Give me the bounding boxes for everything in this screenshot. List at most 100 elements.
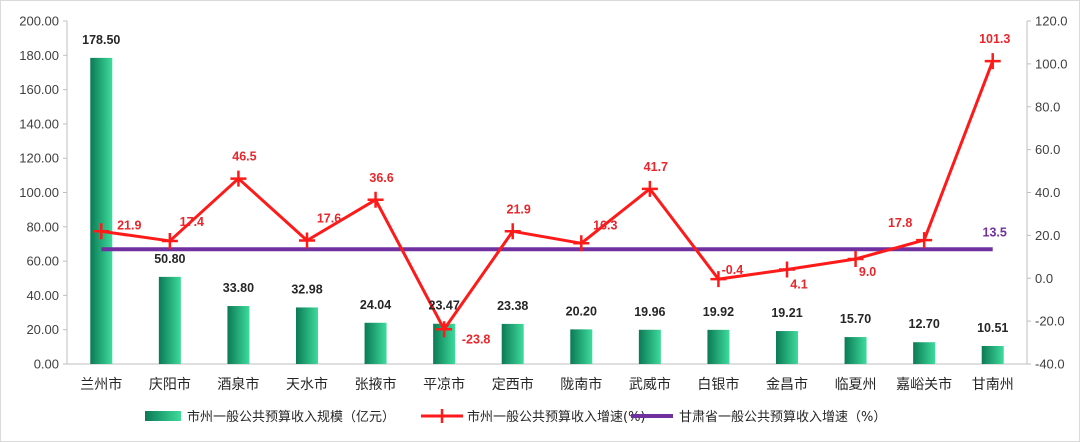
bar [227, 306, 250, 364]
growth-point [504, 223, 521, 240]
growth-point [916, 232, 933, 249]
y-right-tick-label: 100.0 [1035, 56, 1068, 71]
growth-value-label: 21.9 [117, 218, 141, 232]
bar [433, 323, 456, 364]
growth-point [710, 271, 727, 288]
legend-label-province: 甘肃省一般公共预算收入增速（%） [679, 409, 886, 425]
y-right-tick-label: 120.0 [1035, 14, 1068, 29]
growth-point [984, 53, 1001, 70]
bar-value-label: 19.92 [703, 305, 734, 319]
growth-value-label: 4.1 [790, 277, 807, 291]
growth-value-label: 17.4 [180, 215, 204, 229]
bar [570, 329, 593, 364]
growth-value-label: 36.6 [369, 171, 393, 185]
x-category-label: 兰州市 [80, 376, 122, 393]
bar [90, 57, 113, 365]
y-right-tick-label: 40.0 [1035, 185, 1060, 200]
y-left-tick-label: 20.00 [26, 322, 59, 337]
x-category-label: 白银市 [697, 376, 739, 393]
y-left-tick-label: 160.00 [19, 82, 59, 97]
province-growth-label: 13.5 [983, 225, 1007, 239]
growth-value-label: 17.6 [317, 212, 341, 226]
growth-point [436, 321, 453, 338]
legend: 市州一般公共预算收入规模（亿元） 市州一般公共预算收入增速(%) 甘肃省一般公共… [145, 409, 886, 425]
x-category-label: 张掖市 [355, 376, 397, 393]
bar [158, 276, 181, 364]
x-category-label: 天水市 [286, 376, 328, 393]
growth-value-label: 41.7 [644, 160, 668, 174]
bar-value-label: 19.96 [634, 305, 665, 319]
bar-value-label: 15.70 [840, 312, 871, 326]
growth-value-label: 17.8 [888, 216, 912, 230]
growth-value-label: -0.4 [722, 263, 744, 277]
bar-value-label: 24.04 [360, 298, 391, 312]
growth-point [573, 235, 590, 252]
bar [364, 322, 387, 364]
bar [776, 331, 798, 364]
growth-point [779, 261, 795, 278]
y-left-tick-label: 140.00 [19, 116, 59, 131]
y-right-tick-label: 20.0 [1035, 228, 1060, 243]
legend-swatch-bar [145, 411, 181, 421]
growth-value-label: 101.3 [979, 32, 1010, 46]
bar-value-label: 33.80 [223, 281, 254, 295]
bar-value-label: 20.20 [566, 304, 597, 318]
x-category-label: 平凉市 [423, 376, 465, 393]
y-left-tick-label: 40.00 [26, 288, 59, 303]
bar-value-label: 32.98 [291, 282, 322, 296]
y-right-tick-label: -40.0 [1035, 357, 1065, 372]
growth-point [847, 250, 864, 267]
growth-value-label: 9.0 [859, 265, 876, 279]
bar [913, 342, 936, 364]
y-left-tick-label: 100.00 [19, 185, 59, 200]
bar-value-label: 178.50 [82, 33, 120, 47]
y-left-tick-label: 80.00 [26, 219, 59, 234]
x-category-label: 定西市 [492, 376, 534, 393]
x-category-label: 临夏州 [835, 377, 877, 393]
bar-value-label: 10.51 [977, 321, 1008, 335]
growth-line [101, 60, 995, 331]
legend-label-bar: 市州一般公共预算收入规模（亿元） [187, 409, 395, 425]
growth-point [641, 180, 658, 197]
x-category-label: 庆阳市 [149, 376, 191, 393]
y-left-tick-label: 120.00 [19, 151, 59, 166]
bar [296, 307, 318, 364]
y-right-tick-label: 60.0 [1035, 142, 1060, 157]
bar [501, 323, 524, 364]
x-category-label: 酒泉市 [217, 376, 259, 393]
y-right-tick-label: -20.0 [1035, 314, 1065, 329]
x-category-label: 嘉峪关市 [896, 376, 952, 393]
bar [844, 337, 867, 364]
growth-point [93, 223, 110, 240]
bar [981, 345, 1004, 364]
y-left-tick-label: 0.00 [34, 357, 59, 372]
bar-value-label: 50.80 [154, 252, 185, 266]
y-right-tick-label: 80.0 [1035, 99, 1060, 114]
growth-value-label: 21.9 [507, 202, 531, 216]
x-category-label: 武威市 [629, 376, 671, 393]
x-category-label: 陇南市 [560, 376, 602, 393]
x-category-label: 甘南州 [972, 377, 1014, 393]
y-left-tick-label: 60.00 [26, 254, 59, 269]
growth-value-label: 46.5 [232, 150, 256, 164]
y-right-tick-label: 0.0 [1035, 271, 1053, 286]
growth-value-label: 16.3 [593, 218, 617, 232]
growth-point [367, 191, 384, 208]
growth-value-label: -23.8 [462, 332, 491, 346]
bar-value-label: 23.47 [429, 299, 460, 313]
legend-label-growth: 市州一般公共预算收入增速(%) [467, 409, 646, 425]
growth-point [230, 170, 247, 187]
growth-point [161, 232, 178, 249]
bar-value-label: 12.70 [909, 317, 940, 331]
bar [707, 329, 730, 364]
growth-point [299, 232, 315, 249]
legend-swatch-growth-marker [435, 409, 449, 423]
y-left-tick-label: 180.00 [19, 48, 59, 63]
x-category-label: 金昌市 [766, 376, 808, 393]
y-left-tick-label: 200.00 [19, 14, 59, 29]
bar [638, 329, 661, 364]
bar-value-label: 23.38 [497, 299, 528, 313]
bar-value-label: 19.21 [771, 306, 802, 320]
